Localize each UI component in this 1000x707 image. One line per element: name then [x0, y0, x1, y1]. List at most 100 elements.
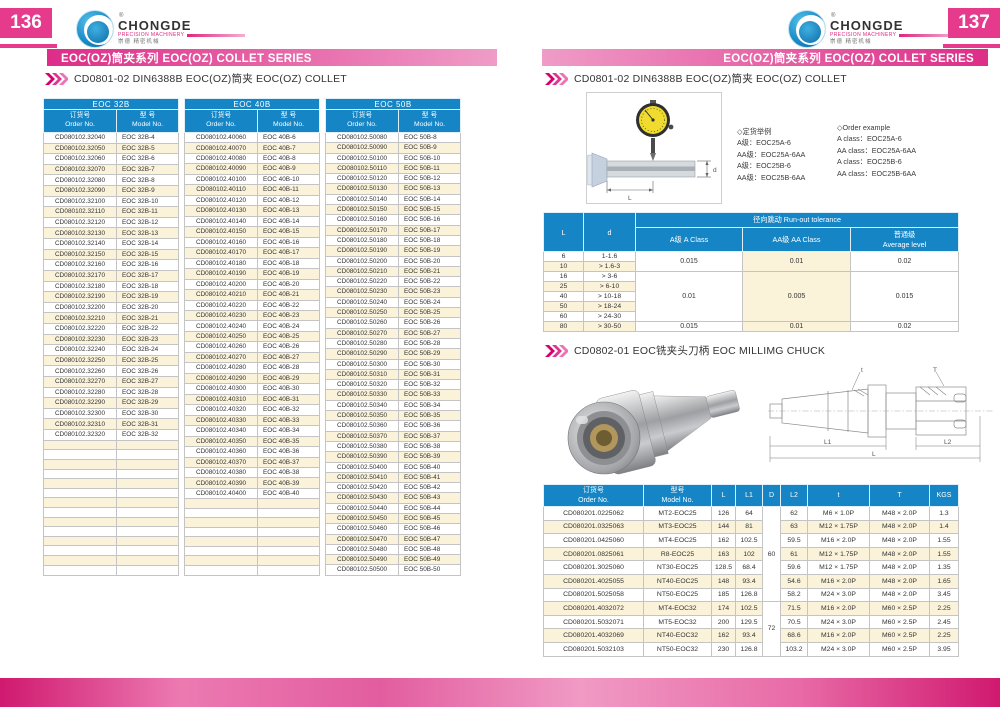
table-cell: EOC 50B-36 [398, 420, 462, 432]
label-L: L [872, 451, 876, 458]
header-order-no: 订货号 Order No. [543, 484, 644, 507]
table-cell: CD080102.32320 [43, 429, 117, 441]
table-cell: EOC 32B-11 [115, 206, 180, 218]
table-cell [43, 506, 117, 518]
collet-row [43, 526, 180, 537]
table-cell [43, 439, 117, 451]
table-cell: > 30-50 [583, 321, 636, 332]
col-header-order: 订货号 Order No. [43, 109, 117, 133]
table-cell: EOC 50B-34 [398, 399, 462, 412]
table-cell: EOC 50B-42 [398, 482, 462, 494]
table-cell: 6 [543, 251, 584, 262]
table-cell: 1-1.6 [583, 251, 636, 262]
collet-row [184, 564, 321, 576]
table-cell: CD080102.40090 [184, 163, 259, 175]
table-cell: CD080102.50110 [325, 162, 400, 175]
table-cell: EOC 32B-17 [115, 269, 180, 282]
label-T: T [933, 367, 937, 374]
collet-row: CD080102.32100 EOC 32B-10 [43, 195, 180, 208]
collet-row [184, 545, 321, 557]
table-cell: MT5-EOC32 [643, 614, 712, 630]
table-cell: CD080102.40220 [184, 299, 259, 311]
table-cell: > 3-6 [583, 271, 636, 282]
collet-row: CD080102.40080 EOC 40B-8 [184, 152, 321, 165]
table-cell: EOC 50B-24 [398, 296, 462, 309]
table-cell: > 18-24 [583, 301, 636, 312]
section-title-text: CD0801-02 DIN6388B EOC(OZ)筒夹 EOC(OZ) COL… [74, 73, 347, 85]
table-cell: CD080102.50250 [325, 307, 400, 319]
group-header: EOC 32B [42, 98, 180, 110]
table-cell: EOC 32B-32 [115, 429, 180, 441]
header-L: L [543, 212, 584, 252]
collet-row: CD080102.40160 EOC 40B-16 [184, 236, 321, 249]
tagline-rule [899, 34, 958, 37]
order-example-cn: ◇定货举例 A级：EOC25A-6 AA级：EOC25A-6AA A级：EOC2… [737, 126, 805, 183]
table-cell: EOC 40B-12 [257, 194, 321, 207]
table-cell: EOC 50B-33 [398, 389, 462, 401]
table-cell: M16 × 2.0P [807, 601, 870, 616]
collet-row [184, 507, 321, 519]
table-cell [184, 498, 259, 509]
table-cell: M24 × 3.0P [807, 614, 870, 630]
table-cell: EOC 40B-19 [257, 268, 321, 280]
table-cell: CD080102.32120 [43, 216, 117, 229]
table-cell: 163 [711, 546, 736, 562]
table-cell: CD080102.50340 [325, 399, 400, 412]
table-cell: EOC 50B-46 [398, 523, 462, 535]
collet-row: CD080102.50420 EOC 50B-42 [325, 482, 462, 494]
table-cell [43, 478, 117, 489]
table-cell: CD080102.40300 [184, 383, 259, 395]
table-cell: EOC 40B-21 [257, 289, 321, 301]
brand-chinese: 崇德 精密机械 [118, 39, 160, 45]
header-L1: L1 [735, 484, 763, 507]
collet-row: CD080102.50080 EOC 50B-8 [325, 131, 462, 144]
table-cell: EOC 40B-16 [257, 236, 321, 249]
table-cell: CD080102.40270 [184, 351, 259, 364]
table-cell: EOC 40B-17 [257, 247, 321, 259]
table-cell: CD080102.40080 [184, 152, 259, 165]
table-cell: EOC 50B-39 [398, 451, 462, 463]
collet-row: CD080102.40400 EOC 40B-40 [184, 487, 321, 500]
brand-logo: ® CHONGDE PRECISION MACHINERY 崇德 精密机械 [788, 10, 958, 48]
header-t: t [807, 484, 870, 507]
collet-row: CD080102.40110 EOC 40B-11 [184, 184, 321, 196]
table-cell: NT30-EOC25 [643, 560, 712, 575]
header-KGS: KGS [929, 484, 959, 507]
order-example-line: A class：EOC25A-6 [837, 134, 902, 144]
collet-row: CD080102.50120 EOC 50B-12 [325, 173, 462, 185]
table-cell [257, 564, 321, 576]
collet-row: CD080102.40220 EOC 40B-22 [184, 299, 321, 311]
table-cell: CD080102.32200 [43, 301, 117, 314]
table-cell: 129.5 [735, 614, 763, 630]
table-cell: CD080102.50100 [325, 152, 400, 164]
table-cell: CD080102.50390 [325, 451, 400, 463]
table-cell: 93.4 [735, 573, 763, 589]
table-cell [43, 564, 117, 576]
brand-tagline: PRECISION MACHINERY [830, 33, 958, 38]
collet-row: CD080102.40270 EOC 40B-27 [184, 351, 321, 364]
table-cell: 54.6 [780, 573, 808, 589]
table-cell: CD080102.50210 [325, 265, 400, 278]
collet-row: CD080102.50350 EOC 50B-35 [325, 410, 462, 422]
collet-row: CD080102.50240 EOC 50B-24 [325, 296, 462, 309]
table-cell: 0.02 [849, 251, 960, 272]
table-cell: CD080102.50120 [325, 173, 400, 185]
table-cell: CD080102.32170 [43, 269, 117, 282]
table-cell [257, 507, 321, 519]
table-cell: 102.5 [735, 533, 763, 548]
table-cell: EOC 32B-9 [115, 185, 180, 197]
table-cell: M16 × 2.0P [807, 573, 870, 589]
table-cell: CD080102.50460 [325, 523, 400, 535]
collet-row: CD080102.32310 EOC 32B-31 [43, 418, 180, 431]
collet-row: CD080102.40340 EOC 40B-34 [184, 425, 321, 437]
table-cell: CD080102.50360 [325, 420, 400, 432]
table-cell [115, 564, 180, 576]
table-cell: CD080102.40400 [184, 487, 259, 500]
table-cell: M60 × 2.5P [869, 601, 930, 616]
table-cell: EOC 32B-16 [115, 259, 180, 271]
collet-row: CD080102.40370 EOC 40B-37 [184, 456, 321, 469]
group-header: EOC 40B [184, 98, 321, 110]
collet-row: CD080102.50340 EOC 50B-34 [325, 399, 462, 412]
collet-row: CD080102.50380 EOC 50B-38 [325, 440, 462, 453]
table-cell: CD080102.32190 [43, 291, 117, 303]
